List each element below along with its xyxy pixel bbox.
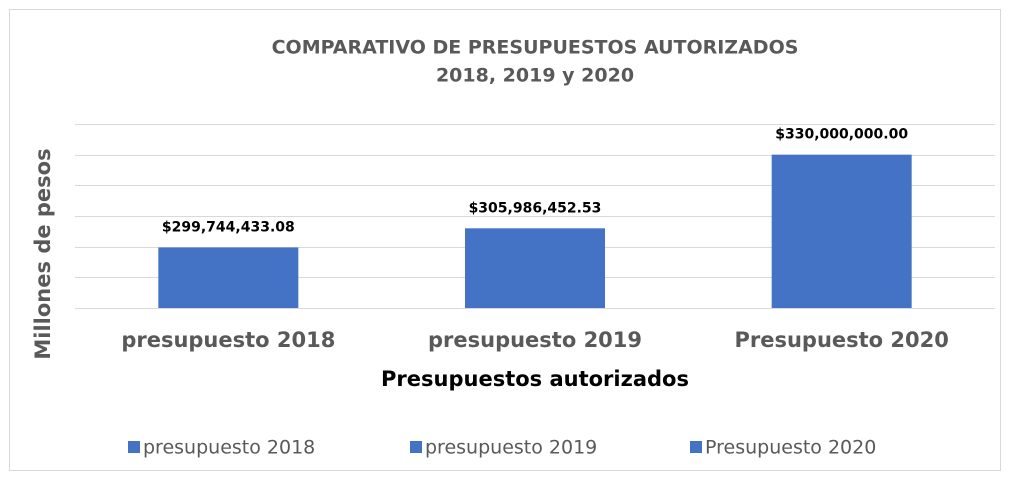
y-axis-title: Millones de pesos [31,148,55,359]
legend-label: Presupuesto 2020 [705,437,876,459]
legend-label: presupuesto 2019 [425,437,597,459]
legend-swatch [128,441,140,453]
legend-swatch [690,441,702,453]
x-tick-label: presupuesto 2018 [121,328,335,352]
x-axis-title: Presupuestos autorizados [381,367,689,391]
data-label: $299,744,433.08 [162,219,295,235]
data-label: $330,000,000.00 [775,127,908,143]
bar [158,247,299,308]
data-label: $305,986,452.53 [469,200,602,216]
x-tick-label: Presupuesto 2020 [734,328,948,352]
chart-title: 2018, 2019 y 2020 [436,65,634,87]
bar [465,228,605,308]
bar [771,154,912,308]
chart-title: COMPARATIVO DE PRESUPUESTOS AUTORIZADOS [272,37,799,59]
x-tick-label: presupuesto 2019 [428,328,642,352]
legend-swatch [410,441,422,453]
legend-label: presupuesto 2018 [143,437,315,459]
